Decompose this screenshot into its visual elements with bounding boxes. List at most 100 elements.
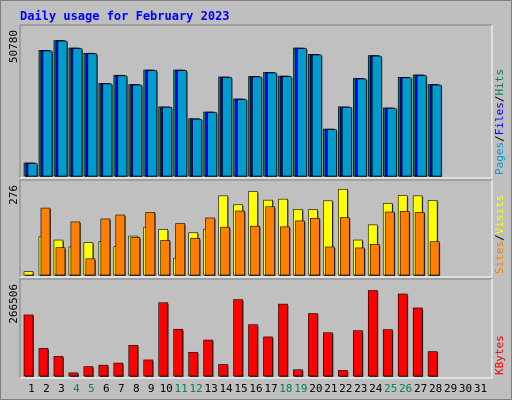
- bar-pages-day-11: [177, 70, 187, 177]
- bar-kbytes-day-4: [68, 372, 79, 377]
- bar-kbytes-day-26: [397, 293, 408, 377]
- legend-item: Files: [493, 102, 506, 135]
- bar-kbytes-day-12: [188, 351, 198, 377]
- panel-kbytes: 266506 KBytes: [7, 278, 506, 379]
- panel-border-shadow: [19, 24, 492, 178]
- x-tick-label: 28: [429, 382, 442, 395]
- x-tick-label: 24: [369, 382, 383, 395]
- bar-sites-day-21: [325, 246, 335, 276]
- bar-sites-day-9: [145, 212, 156, 276]
- x-tick-label: 26: [399, 382, 412, 395]
- series-sites: [40, 206, 441, 276]
- panel-visits-sites: 276 Sites/Visits: [7, 179, 506, 278]
- bar-pages-day-19: [297, 48, 307, 177]
- x-tick-label: 4: [73, 382, 80, 395]
- x-tick-label: 1: [28, 382, 35, 395]
- bar-kbytes-day-3: [53, 356, 64, 377]
- panel-legend: Sites/Visits: [493, 195, 506, 275]
- bar-kbytes-day-5: [83, 366, 94, 377]
- legend-item: Pages: [493, 142, 506, 175]
- bar-sites-day-24: [369, 244, 380, 276]
- bar-pages-day-21: [327, 129, 337, 177]
- bar-kbytes-day-22: [338, 370, 348, 377]
- bar-kbytes-day-19: [293, 369, 303, 377]
- bar-kbytes-day-18: [278, 303, 288, 377]
- series-pages: [27, 40, 443, 178]
- bar-kbytes-day-2: [38, 348, 49, 377]
- bar-sites-day-28: [429, 241, 440, 276]
- x-tick-label: 13: [204, 382, 217, 395]
- series-kbytes: [23, 290, 439, 377]
- bar-pages-day-2: [42, 50, 53, 177]
- bar-sites-day-17: [265, 206, 275, 276]
- x-tick-label: 11: [175, 382, 188, 395]
- bar-pages-day-20: [312, 54, 322, 177]
- legend-item: /: [493, 96, 506, 103]
- panel-border-shadow: [19, 278, 492, 378]
- bar-sites-day-20: [310, 217, 320, 276]
- panels-group: 50780Pages/Files/Hits276Sites/Visits2665…: [7, 24, 506, 379]
- x-tick-label: 21: [324, 382, 337, 395]
- x-tick-label: 3: [58, 382, 65, 395]
- legend-item: Hits: [493, 69, 506, 96]
- bar-sites-day-16: [250, 225, 260, 276]
- bar-kbytes-day-10: [158, 302, 169, 377]
- bar-pages-day-18: [282, 76, 292, 177]
- x-tick-label: 7: [118, 382, 125, 395]
- x-tick-label: 19: [294, 382, 307, 395]
- bar-pages-day-12: [192, 118, 202, 177]
- bar-pages-day-1: [27, 163, 38, 177]
- x-tick-label: 12: [190, 382, 203, 395]
- bar-kbytes-day-23: [352, 330, 363, 377]
- x-tick-label: 25: [384, 382, 397, 395]
- bar-kbytes-day-17: [263, 336, 273, 377]
- bar-kbytes-day-16: [248, 324, 258, 377]
- y-max-label: 276: [7, 185, 20, 205]
- bar-pages-day-6: [102, 83, 113, 177]
- bar-sites-day-15: [235, 210, 245, 276]
- bar-pages-day-14: [222, 77, 232, 177]
- bar-kbytes-day-15: [233, 299, 243, 377]
- bar-kbytes-day-20: [308, 313, 318, 377]
- bar-kbytes-day-21: [323, 332, 333, 377]
- bar-visits-day-1: [23, 271, 34, 276]
- bar-kbytes-day-11: [173, 328, 183, 377]
- x-tick-label: 16: [249, 382, 262, 395]
- bar-sites-day-22: [340, 217, 350, 276]
- bar-sites-day-12: [190, 238, 200, 276]
- bar-sites-day-5: [85, 258, 96, 276]
- bar-sites-day-6: [100, 218, 111, 276]
- legend-item: Sites: [493, 241, 506, 274]
- bar-pages-day-23: [356, 78, 367, 177]
- y-max-label: 50780: [7, 30, 20, 63]
- bar-sites-day-26: [399, 211, 410, 276]
- x-tick-label: 29: [444, 382, 457, 395]
- legend-item: /: [493, 234, 506, 241]
- bar-sites-day-10: [160, 240, 171, 276]
- bar-kbytes-day-24: [367, 290, 378, 377]
- bar-pages-day-13: [207, 112, 217, 177]
- bar-sites-day-27: [414, 212, 425, 276]
- x-tick-label: 20: [309, 382, 322, 395]
- panel-legend: Pages/Files/Hits: [493, 69, 506, 175]
- bar-kbytes-day-25: [382, 329, 393, 377]
- bar-kbytes-day-7: [113, 362, 124, 377]
- bar-sites-day-23: [354, 247, 365, 276]
- x-axis-labels: 1 2 3 4 5 6 7 8 9 10 11 12 13 14 15 16 17 18 19 20 21 22 23 24 2…: [28, 382, 487, 395]
- bar-kbytes-day-6: [98, 364, 109, 377]
- bar-sites-day-18: [280, 226, 290, 276]
- x-tick-label: 10: [160, 382, 173, 395]
- x-tick-label: 15: [234, 382, 247, 395]
- bar-pages-day-25: [386, 108, 397, 177]
- panel-border-highlight: [20, 279, 493, 379]
- bar-pages-day-9: [147, 70, 158, 177]
- x-tick-label: 31: [474, 382, 487, 395]
- bar-pages-day-7: [117, 75, 128, 177]
- x-tick-label: 30: [459, 382, 472, 395]
- panel-border-shadow: [19, 179, 492, 277]
- bar-sites-day-11: [175, 223, 185, 276]
- bar-kbytes-day-14: [218, 364, 228, 377]
- bar-sites-day-13: [205, 217, 215, 276]
